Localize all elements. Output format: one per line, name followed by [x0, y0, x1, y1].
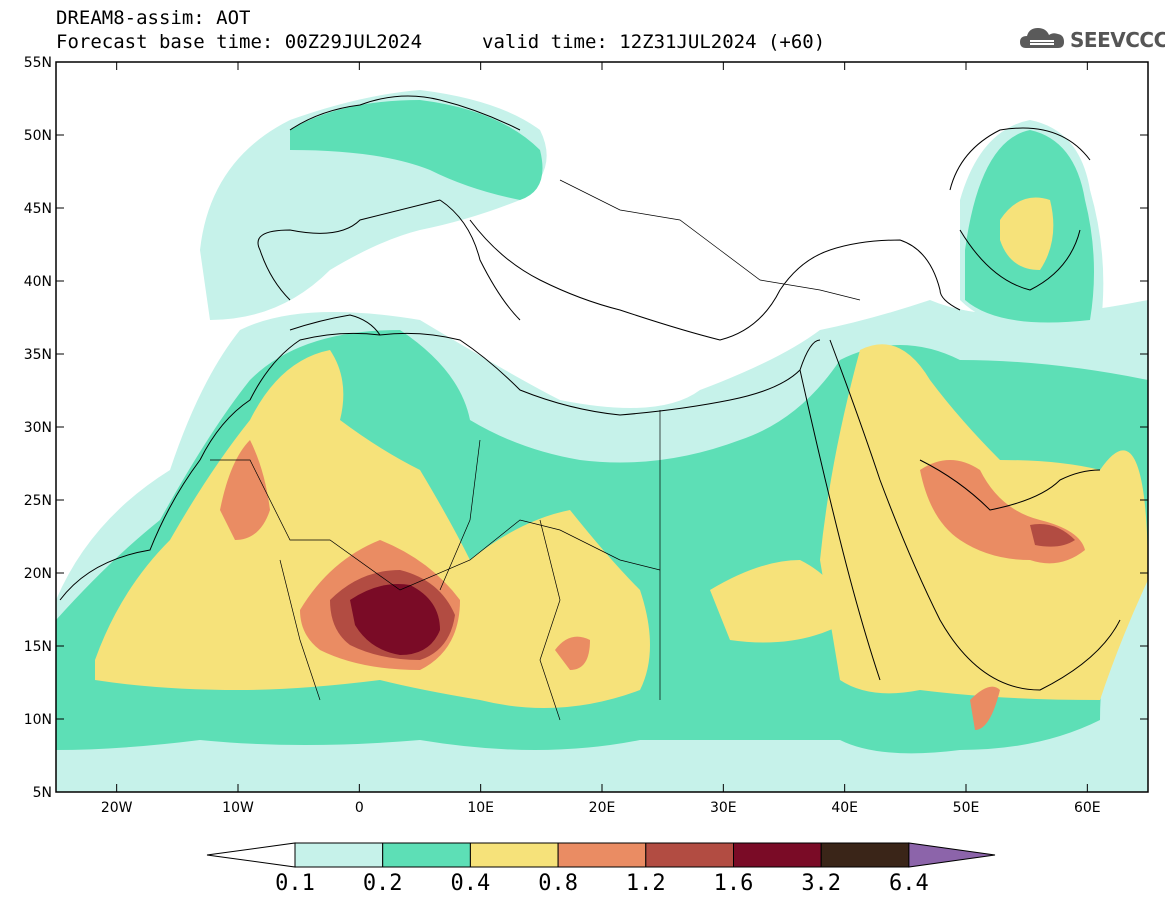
lon-tick-label: 30E [710, 800, 737, 816]
lon-tick-label: 50E [953, 800, 980, 816]
colorbar-swatch [645, 842, 734, 868]
seevccc-logo: SEEVCCC [1018, 22, 1165, 56]
latitude-axis: 55N 50N 45N 40N 35N 30N 25N 20N 15N 10N 5N [24, 55, 1148, 801]
colorbar-max-arrow [908, 842, 996, 868]
logo-text: SEEVCCC [1070, 28, 1165, 52]
colorbar: 0.1 0.2 0.4 0.8 1.2 1.6 3.2 6.4 [206, 842, 996, 896]
lat-tick-label: 5N [33, 785, 52, 801]
aot-level-1-6 [350, 584, 440, 655]
lon-tick-label: 10E [467, 800, 494, 816]
lon-tick-label: 60E [1074, 800, 1101, 816]
longitude-axis: 20W 10W 0 10E 20E 30E 40E 50E 60E [101, 62, 1101, 816]
colorbar-level-label: 1.6 [714, 871, 754, 896]
lat-tick-label: 40N [24, 274, 52, 290]
lat-tick-label: 50N [24, 128, 52, 144]
colorbar-swatch [557, 842, 647, 868]
lat-tick-label: 30N [24, 420, 52, 436]
lat-tick-label: 10N [24, 712, 52, 728]
lon-tick-label: 20W [101, 800, 133, 816]
lon-tick-label: 40E [831, 800, 858, 816]
colorbar-level-label: 0.1 [275, 871, 315, 896]
colorbar-level-label: 0.8 [538, 871, 578, 896]
colorbar-swatch [294, 842, 384, 868]
colorbar-level-label: 6.4 [889, 871, 929, 896]
valid-time: valid time: 12Z31JUL2024 (+60) [482, 31, 826, 53]
colorbar-swatch [469, 842, 559, 868]
lat-tick-label: 15N [24, 639, 52, 655]
colorbar-level-label: 1.2 [626, 871, 666, 896]
colorbar-swatch [820, 842, 910, 868]
lat-tick-label: 25N [24, 493, 52, 509]
lat-tick-label: 45N [24, 201, 52, 217]
lon-tick-label: 0 [355, 800, 364, 816]
colorbar-level-label: 0.4 [451, 871, 491, 896]
colorbar-min-arrow [206, 842, 296, 868]
lon-tick-label: 20E [589, 800, 616, 816]
coastlines [59, 95, 1121, 691]
cloud-logo-icon [1020, 28, 1064, 48]
forecast-base-time: Forecast base time: 00Z29JUL2024 [56, 31, 423, 53]
country-borders [210, 179, 861, 721]
colorbar-level-label: 0.2 [363, 871, 403, 896]
aot-field [56, 62, 1148, 792]
colorbar-swatch [733, 842, 822, 868]
lon-tick-label: 10W [222, 800, 254, 816]
lat-tick-label: 55N [24, 55, 52, 71]
map-title: DREAM8-assim: AOT [56, 7, 251, 29]
colorbar-swatch [382, 842, 471, 868]
lat-tick-label: 20N [24, 566, 52, 582]
lat-tick-label: 35N [24, 347, 52, 363]
colorbar-level-label: 3.2 [801, 871, 841, 896]
